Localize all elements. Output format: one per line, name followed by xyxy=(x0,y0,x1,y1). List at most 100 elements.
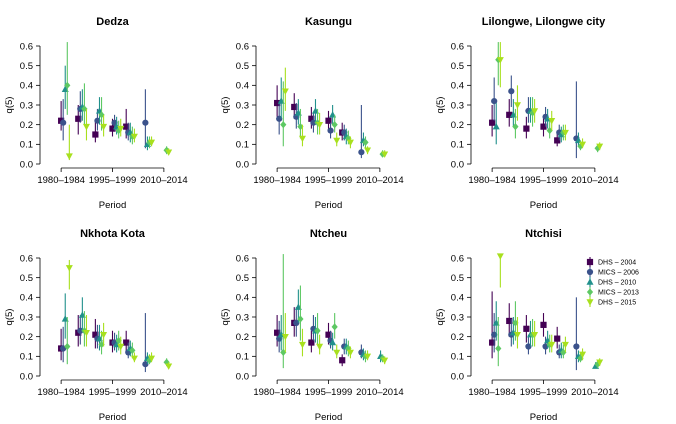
data-point xyxy=(148,139,156,147)
data-point xyxy=(546,126,553,135)
data-point xyxy=(577,354,584,362)
data-point xyxy=(529,109,536,117)
data-point xyxy=(594,144,601,152)
y-tick-label: 0.2 xyxy=(451,120,464,131)
data-point xyxy=(531,108,539,115)
legend-marker xyxy=(586,258,594,266)
panel-title: Kasungu xyxy=(305,16,352,28)
data-point xyxy=(554,137,561,144)
data-point xyxy=(123,339,130,346)
data-point xyxy=(274,99,281,107)
x-tick-label: 1995–1999 xyxy=(89,175,137,186)
data-point xyxy=(579,351,587,359)
data-point xyxy=(327,127,334,134)
series-square xyxy=(489,291,561,359)
data-point xyxy=(596,359,604,366)
panel-title: Dedza xyxy=(96,16,129,28)
data-point xyxy=(274,329,281,336)
x-axis-label: Period xyxy=(530,200,557,211)
data-point xyxy=(316,121,324,129)
x-tick-label: 1995–1999 xyxy=(520,175,568,186)
data-point xyxy=(130,355,138,362)
data-point xyxy=(165,363,173,370)
legend-marker xyxy=(586,278,594,285)
y-tick-label: 0.6 xyxy=(20,253,33,264)
data-point xyxy=(491,97,498,105)
y-tick-label: 0.0 xyxy=(20,371,33,382)
y-axis-label: q(5) xyxy=(435,97,446,114)
data-point xyxy=(540,123,547,130)
y-tick-label: 0.4 xyxy=(20,293,33,304)
y-tick-label: 0.6 xyxy=(20,41,33,52)
data-point xyxy=(281,88,289,95)
data-point xyxy=(561,129,569,137)
y-tick-label: 0.5 xyxy=(236,61,249,72)
data-point xyxy=(339,357,346,364)
data-point xyxy=(331,121,338,129)
legend-label: DHS – 2015 xyxy=(598,300,636,307)
series-circle xyxy=(60,313,149,373)
series-triangle-down xyxy=(281,313,389,365)
data-point xyxy=(148,355,156,362)
y-tick-label: 0.3 xyxy=(451,100,464,111)
legend: DHS – 2004 MICS – 2006 DHS – 2010 MICS – 20… xyxy=(586,257,639,307)
y-tick-label: 0.2 xyxy=(20,332,33,343)
x-axis-label: Period xyxy=(315,412,342,423)
data-point xyxy=(523,325,530,332)
data-point xyxy=(325,331,332,338)
y-tick-label: 0.0 xyxy=(451,371,464,382)
x-tick-label: 1980–1984 xyxy=(37,387,85,398)
data-point xyxy=(64,81,71,89)
data-point xyxy=(489,119,496,126)
data-point xyxy=(573,343,580,350)
data-point xyxy=(345,134,352,143)
data-point xyxy=(82,123,90,131)
panel-3: Lilongwe, Lilongwe city 0.0 0.1 0.2 0.3 0.4 0.… xyxy=(435,16,619,211)
x-tick-label: 1995–1999 xyxy=(520,387,568,398)
x-tick-label: 1980–1984 xyxy=(468,175,516,186)
y-axis-label: q(5) xyxy=(220,97,231,114)
x-tick-label: 1995–1999 xyxy=(305,387,353,398)
data-point xyxy=(280,348,287,356)
x-tick-label: 2010–2014 xyxy=(571,175,619,186)
y-tick-label: 0.4 xyxy=(236,293,249,304)
y-tick-label: 0.3 xyxy=(20,312,33,323)
data-point xyxy=(333,137,341,145)
data-point xyxy=(379,150,386,158)
x-tick-label: 2010–2014 xyxy=(356,175,404,186)
y-tick-label: 0.1 xyxy=(236,352,249,363)
data-point xyxy=(129,346,136,355)
data-point xyxy=(65,153,73,160)
y-tick-label: 0.6 xyxy=(236,41,249,52)
data-point xyxy=(554,335,561,342)
data-point xyxy=(596,143,604,150)
x-tick-label: 1980–1984 xyxy=(468,387,516,398)
data-point xyxy=(594,360,601,368)
panel-title: Ntcheu xyxy=(310,228,347,240)
series-diamond xyxy=(280,254,386,369)
y-tick-label: 0.5 xyxy=(20,273,33,284)
series-triangle-down xyxy=(496,253,604,367)
panel-title: Nkhota Kota xyxy=(80,228,146,240)
data-point xyxy=(329,338,337,346)
y-tick-label: 0.5 xyxy=(20,61,33,72)
x-tick-label: 1980–1984 xyxy=(253,175,301,186)
series-circle xyxy=(60,89,149,149)
data-point xyxy=(579,141,587,149)
x-axis-label: Period xyxy=(315,200,342,211)
data-point xyxy=(100,332,108,339)
x-axis-label: Period xyxy=(99,200,126,211)
y-tick-label: 0.1 xyxy=(20,140,33,151)
data-point xyxy=(495,344,502,353)
panel-5: Ntcheu 0.0 0.1 0.2 0.3 0.4 0.5 0.6 1980–1984 1995… xyxy=(220,228,404,423)
legend-label: DHS – 2004 xyxy=(598,260,636,267)
data-point xyxy=(333,349,341,357)
data-point xyxy=(316,343,324,351)
y-axis-label: q(5) xyxy=(4,97,15,114)
x-tick-label: 2010–2014 xyxy=(140,175,188,186)
data-point xyxy=(508,88,515,95)
data-point xyxy=(495,56,502,64)
legend-marker xyxy=(586,299,594,306)
data-point xyxy=(489,339,496,346)
series-triangle-down xyxy=(496,42,604,151)
